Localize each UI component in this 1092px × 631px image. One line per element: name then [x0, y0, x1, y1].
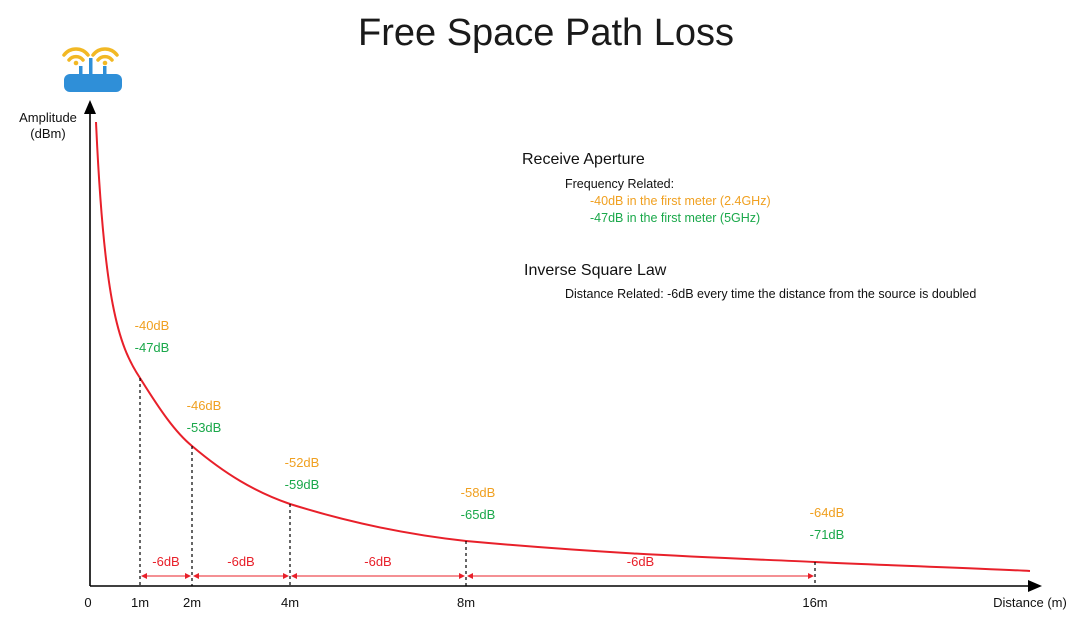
marker-db-2-4-2m: -46dB	[187, 398, 222, 413]
x-axis-label: Distance (m)	[993, 595, 1067, 610]
marker-db-5-8m: -65dB	[461, 507, 496, 522]
receive-aperture-heading: Receive Aperture	[522, 151, 645, 168]
interval-arrows: -6dB -6dB -6dB -6dB	[141, 554, 814, 579]
x-tick-8m: 8m	[457, 595, 475, 610]
frequency-related-label: Frequency Related:	[565, 177, 674, 191]
interval-label-3: -6dB	[364, 554, 391, 569]
x-tick-16m: 16m	[802, 595, 827, 610]
inverse-square-heading: Inverse Square Law	[524, 262, 667, 279]
x-axis-arrow	[1028, 580, 1042, 592]
x-tick-1m: 1m	[131, 595, 149, 610]
x-tick-4m: 4m	[281, 595, 299, 610]
y-axis-label-line1: Amplitude	[19, 110, 77, 125]
marker-db-5-16m: -71dB	[810, 527, 845, 542]
marker-db-5-4m: -59dB	[285, 477, 320, 492]
loss-2-4ghz-line: -40dB in the first meter (2.4GHz)	[590, 194, 771, 208]
path-loss-curve	[95, 121, 1031, 572]
marker-db-5-2m: -53dB	[187, 420, 222, 435]
marker-db-5-1m: -47dB	[135, 340, 170, 355]
origin-label: 0	[84, 595, 91, 610]
interval-label-4: -6dB	[627, 554, 654, 569]
loss-5ghz-line: -47dB in the first meter (5GHz)	[590, 211, 760, 225]
marker-db-2-4-4m: -52dB	[285, 455, 320, 470]
diagram-title: Free Space Path Loss	[358, 12, 734, 54]
marker-db-2-4-8m: -58dB	[461, 485, 496, 500]
distance-related-line: Distance Related: -6dB every time the di…	[565, 287, 976, 301]
interval-label-1: -6dB	[152, 554, 179, 569]
interval-label-2: -6dB	[227, 554, 254, 569]
marker-db-2-4-1m: -40dB	[135, 318, 170, 333]
y-axis-arrow	[84, 100, 96, 114]
y-axis-label-line2: (dBm)	[30, 126, 65, 141]
x-tick-2m: 2m	[183, 595, 201, 610]
wifi-router-icon	[62, 47, 122, 92]
distance-markers: -40dB -47dB 1m -46dB -53dB 2m -52dB -59dB 4m -58d…	[131, 318, 844, 610]
marker-db-2-4-16m: -64dB	[810, 505, 845, 520]
